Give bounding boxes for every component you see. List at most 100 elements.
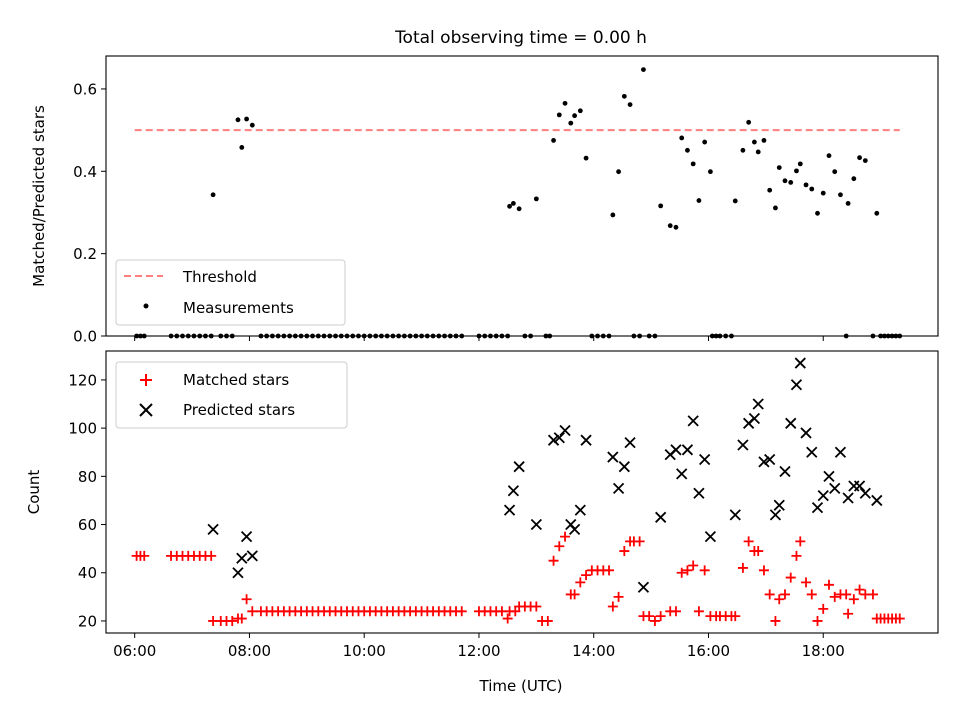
predicted-stars-point <box>834 446 847 458</box>
measurement-point <box>658 203 664 209</box>
bottom-y-tick-label: 60 <box>78 516 97 534</box>
predicted-stars-point <box>637 581 650 593</box>
measurement-point <box>707 169 713 175</box>
bottom-plot-area: 06:00 08:00 10:00 12:00 14:00 16:00 18:00 20 40 6… <box>68 357 905 660</box>
predicted-stars-point <box>859 487 871 499</box>
top-chart-title: Total observing time = 0.00 h <box>394 28 647 48</box>
measurement-point <box>851 176 857 182</box>
measurement-point <box>815 210 820 216</box>
x-tick-label: 06:00 <box>113 642 156 660</box>
predicted-stars-point <box>842 492 854 504</box>
measurement-point <box>782 178 788 184</box>
measurement-point <box>832 169 838 175</box>
measurement-point <box>210 192 216 198</box>
matched-stars-point <box>693 606 704 617</box>
matched-stars-point <box>841 589 852 600</box>
predicted-stars-point <box>704 530 717 543</box>
top-y-tick-label: 0.0 <box>73 328 97 346</box>
measurement-point <box>616 169 621 175</box>
measurement-point <box>862 158 868 163</box>
predicted-stars-point <box>207 523 219 535</box>
measurement-point <box>773 205 778 211</box>
predicted-stars-point <box>607 451 619 463</box>
predicted-stars-point <box>853 480 866 492</box>
measurement-point <box>627 102 633 107</box>
measurement-point <box>690 161 696 167</box>
matched-stars-point <box>554 541 565 552</box>
matched-stars-point <box>770 615 781 626</box>
matched-stars-point <box>247 606 258 617</box>
matched-stars-point <box>676 567 687 578</box>
measurement-point <box>874 210 880 216</box>
x-axis-label: Time (UTC) <box>479 677 563 695</box>
predicted-stars-point <box>752 398 764 410</box>
measurement-point <box>562 100 568 106</box>
predicted-stars-point <box>676 468 688 480</box>
measurement-point <box>826 153 832 159</box>
matched-stars-point <box>649 615 660 626</box>
predicted-stars-point <box>240 530 253 543</box>
matched-stars-point <box>548 555 559 566</box>
measurement-point <box>507 203 512 209</box>
matched-stars-point <box>743 536 754 547</box>
predicted-stars-point <box>612 482 625 495</box>
measurement-point <box>820 190 826 196</box>
measurement-point <box>244 116 249 122</box>
predicted-stars-point <box>568 523 581 535</box>
matched-stars-point <box>670 606 681 617</box>
predicted-stars-point <box>800 427 812 439</box>
predicted-stars-point <box>580 434 592 446</box>
matched-stars-point <box>542 615 553 626</box>
measurement-point <box>755 149 761 155</box>
measurement-point <box>857 155 862 161</box>
measurement-point <box>845 201 851 206</box>
measurement-point <box>641 67 646 72</box>
measurement-point <box>797 161 803 167</box>
predicted-stars-point <box>547 434 560 446</box>
bottom-y-tick-label: 20 <box>78 612 97 630</box>
matched-stars-point <box>848 594 859 605</box>
bottom-legend-box <box>115 361 348 429</box>
predicted-stars-point <box>618 461 630 473</box>
matched-stars-point <box>753 546 764 557</box>
measurement-point <box>610 212 616 218</box>
measurement-point <box>751 139 757 145</box>
predicted-legend-label: Predicted stars <box>183 401 295 419</box>
measurements-legend-label: Measurements <box>183 299 294 317</box>
measurement-point <box>556 112 562 118</box>
matched-stars-point <box>604 565 615 576</box>
bottom-axes-frame <box>105 350 939 634</box>
matched-stars-point <box>818 603 829 614</box>
predicted-stars-point <box>236 552 248 564</box>
matched-stars-point <box>139 550 150 561</box>
matched-stars-point <box>575 577 586 588</box>
predicted-stars-point <box>817 489 829 502</box>
measurement-point <box>767 187 773 193</box>
predicted-stars-point <box>829 482 841 495</box>
bottom-y-axis-label: Count <box>25 470 43 515</box>
predicted-stars-point <box>790 379 803 391</box>
measurement-point <box>788 180 794 185</box>
measurements-legend-swatch <box>143 303 149 309</box>
matched-stars-point <box>774 594 785 605</box>
threshold-legend-label: Threshold <box>182 268 257 286</box>
matched-stars-point <box>854 584 865 595</box>
predicted-stars-point <box>773 499 785 511</box>
predicted-stars-point <box>687 415 699 427</box>
predicted-stars-point <box>794 357 806 369</box>
matched-stars-point <box>867 589 878 600</box>
bottom-y-tick-label: 120 <box>68 371 97 389</box>
matched-stars-point <box>688 560 699 571</box>
top-axes-frame <box>105 55 939 337</box>
measurement-point <box>696 198 702 203</box>
predicted-stars-point <box>699 453 711 466</box>
measurement-point <box>621 93 627 99</box>
measurement-point <box>239 145 245 150</box>
matched-legend-label: Matched stars <box>183 371 289 389</box>
matched-stars-point <box>613 591 624 602</box>
predicted-stars-point <box>574 504 586 516</box>
matched-stars-point <box>644 611 655 622</box>
measurement-point <box>740 147 746 153</box>
predicted-stars-point <box>806 446 818 458</box>
